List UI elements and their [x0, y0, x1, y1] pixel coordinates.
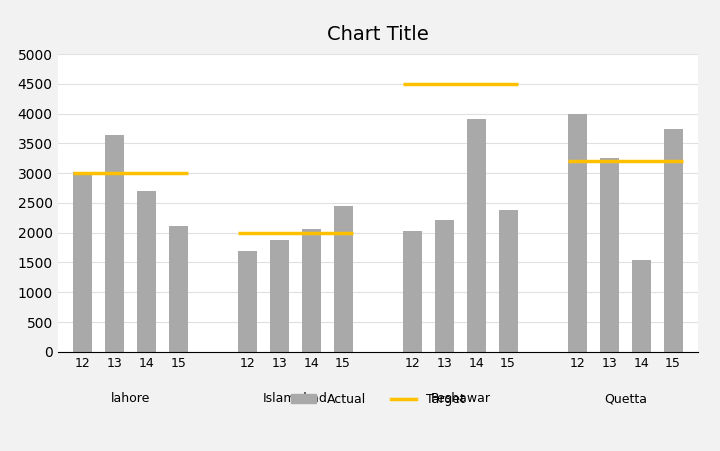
- Text: lahore: lahore: [111, 392, 150, 405]
- Bar: [73, 172, 92, 352]
- Bar: [238, 251, 258, 352]
- Bar: [137, 191, 156, 352]
- Bar: [568, 114, 588, 352]
- Bar: [302, 229, 321, 352]
- Legend: Actual, Target: Actual, Target: [287, 388, 469, 411]
- Bar: [435, 220, 454, 352]
- Bar: [467, 120, 486, 352]
- Text: Islamabad: Islamabad: [263, 392, 328, 405]
- Bar: [403, 231, 423, 352]
- Bar: [664, 129, 683, 352]
- Bar: [333, 206, 353, 352]
- Text: Quetta: Quetta: [604, 392, 647, 405]
- Bar: [600, 157, 619, 352]
- Bar: [631, 260, 651, 352]
- Text: Peshawar: Peshawar: [431, 392, 490, 405]
- Bar: [270, 240, 289, 352]
- Bar: [105, 135, 125, 352]
- Bar: [498, 211, 518, 352]
- Title: Chart Title: Chart Title: [327, 25, 429, 44]
- Bar: [168, 226, 188, 352]
